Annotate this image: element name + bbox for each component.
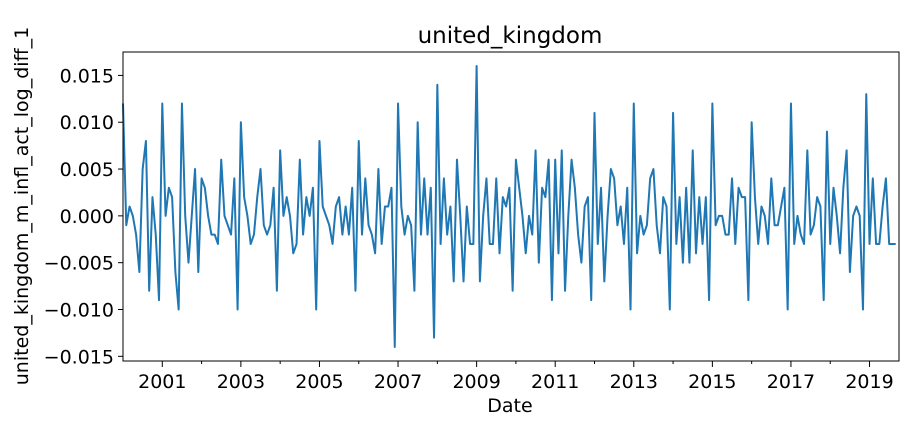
- x-tick-label: 2013: [610, 371, 658, 393]
- x-tick-label: 2007: [374, 371, 422, 393]
- x-tick-label: 2003: [217, 371, 265, 393]
- x-tick-label: 2017: [767, 371, 815, 393]
- x-tick-label: 2001: [138, 371, 186, 393]
- y-tick-label: 0.015: [60, 65, 114, 87]
- plot-frame: [122, 51, 900, 362]
- x-axis-label: Date: [487, 395, 532, 417]
- x-tick-label: 2015: [688, 371, 736, 393]
- chart-title: united_kingdom: [418, 23, 603, 49]
- y-axis-label: united_kingdom_m_infl_act_log_diff_1: [11, 27, 33, 385]
- x-tick-label: 2009: [452, 371, 500, 393]
- x-tick-label: 2011: [531, 371, 579, 393]
- y-tick-label: 0.005: [60, 159, 114, 181]
- series-line: [122, 65, 896, 348]
- plot-area: [122, 51, 900, 362]
- x-tick-label: 2019: [845, 371, 893, 393]
- y-tick-label: 0.000: [60, 206, 114, 228]
- y-tick-label: −0.010: [44, 300, 114, 322]
- x-axis: 2001 2003 2005 2007 2009 2011 2013 2015 2017 2019: [138, 361, 894, 393]
- y-axis: −0.015 −0.010 −0.005 0.000 0.005 0.010 0.015: [44, 65, 123, 368]
- y-tick-label: 0.010: [60, 112, 114, 134]
- y-tick-label: −0.015: [44, 346, 114, 368]
- y-tick-label: −0.005: [44, 253, 114, 275]
- x-tick-label: 2005: [295, 371, 343, 393]
